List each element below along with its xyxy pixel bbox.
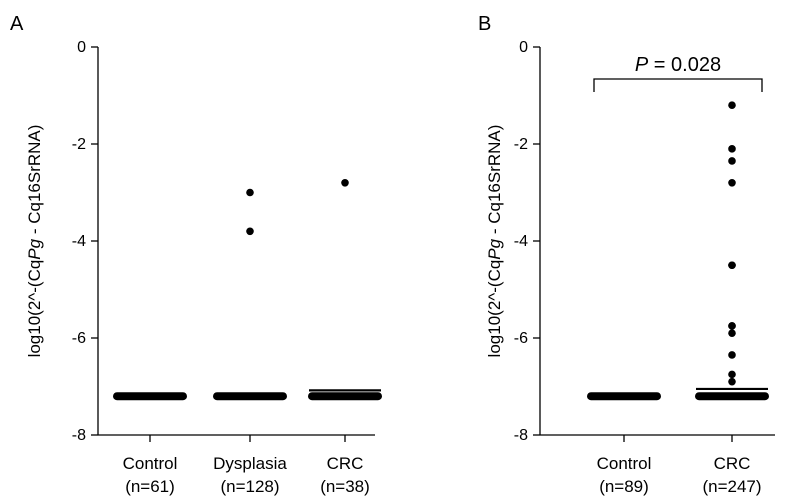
y-tick-label: -2 (72, 136, 86, 153)
category-count: (n=38) (320, 477, 370, 496)
data-point (728, 179, 736, 187)
y-axis-label: log10(2^-(CqPg - Cq16SrRNA) (25, 125, 44, 358)
y-tick-label: -6 (72, 330, 86, 347)
y-axis-label-part: - Cq16SrRNA) (485, 125, 504, 239)
data-point (728, 101, 736, 109)
category-count: (n=128) (220, 477, 279, 496)
p-value-symbol: P (635, 54, 649, 76)
category-label: Control (597, 454, 652, 473)
category-count: (n=61) (125, 477, 175, 496)
data-point (728, 329, 736, 337)
p-value-text: = 0.028 (648, 54, 721, 76)
data-point (341, 179, 349, 187)
y-axis-label-italic: Pg (25, 238, 44, 259)
panel-letter: B (478, 13, 491, 35)
category-label: CRC (327, 454, 364, 473)
category-label: Control (123, 454, 178, 473)
panel-letter: A (10, 13, 24, 35)
data-point (246, 188, 254, 197)
data-point (728, 370, 736, 379)
data-point (728, 261, 736, 270)
category-label: Dysplasia (213, 454, 287, 473)
data-point (728, 322, 736, 330)
y-tick-label: 0 (519, 39, 528, 56)
data-point (246, 227, 254, 236)
y-axis-label-part: - Cq16SrRNA) (25, 125, 44, 239)
significance-bracket (593, 78, 763, 92)
category-count: (n=89) (599, 477, 649, 496)
data-point (728, 377, 736, 386)
panel-b: B 0 -2 -4 -6 -8 Control (n=89) CRC (n=247) log10(2… (478, 13, 775, 496)
y-tick-label: -8 (514, 427, 528, 444)
y-tick-label: 0 (77, 39, 86, 56)
p-value-label: P = 0.028 (635, 54, 721, 76)
y-tick-label: -2 (514, 136, 528, 153)
panel-a: A 0 -2 -4 -6 -8 Control (n=61) Dysplasia (n=128) C… (10, 13, 382, 496)
data-point (728, 145, 736, 153)
data-point (728, 351, 736, 359)
category-count: (n=247) (702, 477, 761, 496)
y-axis-label: log10(2^-(CqPg - Cq16SrRNA) (485, 125, 504, 358)
y-axis-label-part: log10(2^-(Cq (25, 260, 44, 358)
category-label: CRC (714, 454, 751, 473)
y-tick-label: -4 (72, 233, 86, 250)
y-axis-label-part: log10(2^-(Cq (485, 260, 504, 358)
y-tick-label: -6 (514, 330, 528, 347)
y-tick-label: -8 (72, 427, 86, 444)
data-point (728, 157, 736, 165)
y-axis-label-italic: Pg (485, 238, 504, 259)
y-tick-label: -4 (514, 233, 528, 250)
